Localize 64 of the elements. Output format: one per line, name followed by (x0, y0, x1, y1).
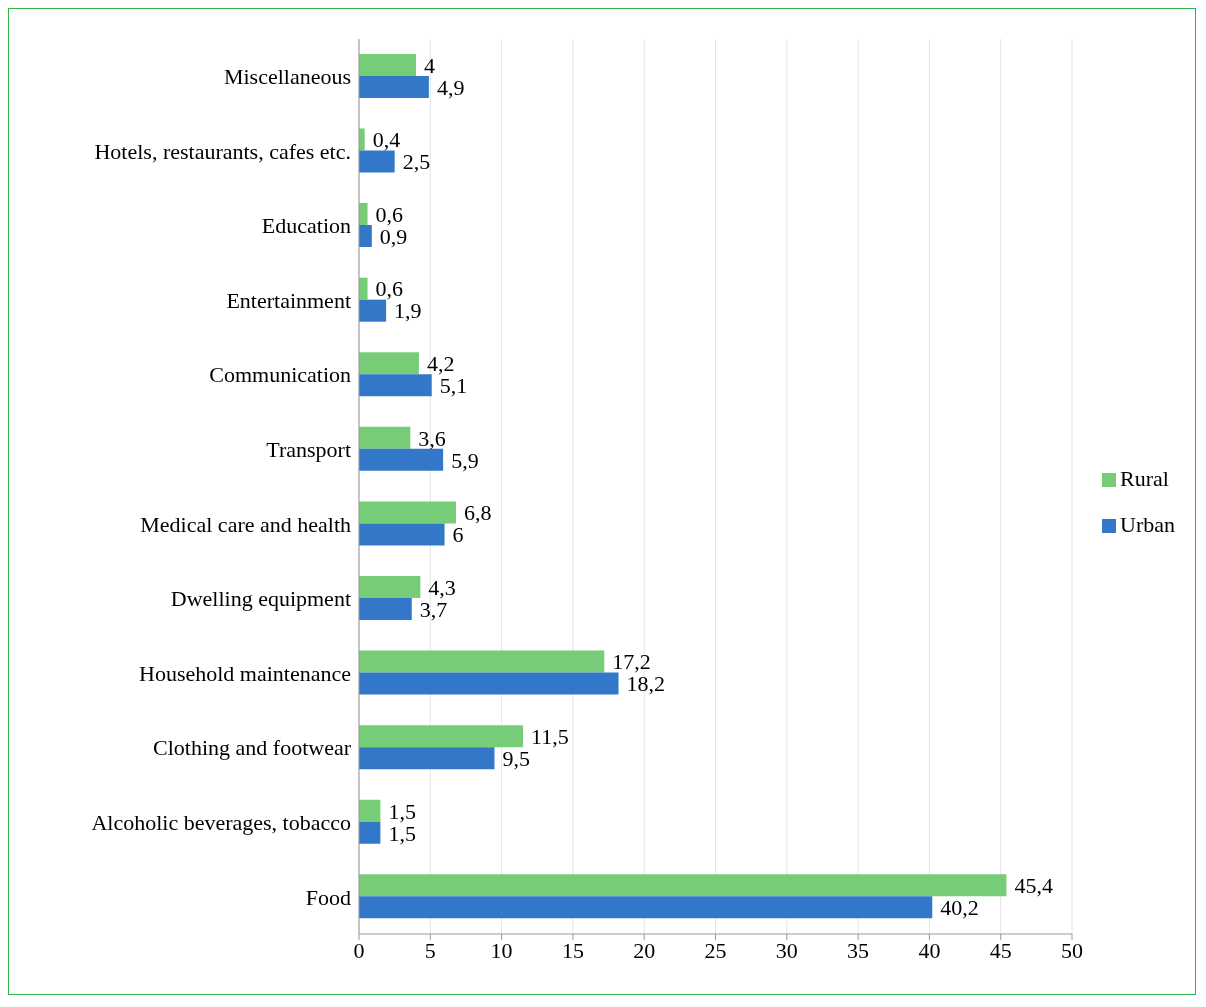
bar (359, 747, 495, 770)
bar (359, 277, 368, 300)
data-label: 2,5 (402, 149, 431, 175)
bar (359, 799, 381, 822)
legend-label: Rural (1120, 465, 1169, 491)
data-label: 3,6 (418, 425, 446, 451)
bar (359, 374, 432, 397)
y-tick-label: Medical care and health (140, 511, 351, 537)
x-tick-label: 15 (561, 937, 584, 963)
bar (359, 203, 368, 226)
legend-label: Urban (1120, 511, 1175, 537)
bar (359, 501, 456, 524)
data-label: 0,4 (372, 127, 401, 153)
bar (359, 672, 619, 695)
data-label: 1,5 (388, 798, 416, 824)
bar (359, 150, 395, 173)
y-tick-label: Transport (266, 437, 351, 463)
y-tick-label: Entertainment (226, 287, 351, 313)
data-label: 0,6 (375, 201, 404, 227)
y-tick-label: Miscellaneous (223, 64, 351, 90)
bar (359, 523, 445, 546)
bar (359, 821, 381, 844)
x-tick-label: 35 (847, 937, 870, 963)
data-label: 40,2 (940, 895, 979, 921)
y-tick-label: Household maintenance (139, 660, 351, 686)
bar (359, 650, 605, 673)
x-tick-label: 0 (353, 937, 365, 963)
y-tick-label: Food (305, 884, 351, 910)
y-tick-label: Alcoholic beverages, tobacco (91, 809, 351, 835)
data-label: 5,9 (451, 447, 479, 473)
bar (359, 448, 444, 471)
bar (359, 576, 421, 598)
bar (359, 598, 412, 620)
data-label: 4,3 (428, 574, 456, 600)
y-tick-label: Dwelling equipment (170, 586, 351, 612)
bar (359, 874, 1007, 897)
bar (359, 352, 419, 375)
x-tick-label: 45 (989, 937, 1012, 963)
x-tick-label: 10 (490, 937, 513, 963)
data-label: 4 (424, 52, 436, 78)
bar (359, 75, 429, 98)
x-tick-label: 30 (775, 937, 798, 963)
bar (359, 299, 387, 322)
x-tick-label: 40 (918, 937, 941, 963)
x-tick-label: 20 (633, 937, 656, 963)
y-tick-label: Hotels, restaurants, cafes etc. (94, 138, 351, 164)
x-tick-label: 50 (1061, 937, 1084, 963)
data-label: 6 (452, 522, 464, 548)
bar (359, 426, 411, 449)
data-label: 9,5 (502, 745, 530, 771)
bar (359, 53, 417, 76)
x-tick-label: 25 (704, 937, 727, 963)
y-tick-label: Communication (209, 362, 351, 388)
y-tick-label: Clothing and footwear (153, 735, 352, 761)
data-label: 45,4 (1014, 873, 1053, 899)
data-label: 11,5 (530, 723, 569, 749)
data-label: 17,2 (612, 649, 651, 675)
data-label: 4,9 (436, 74, 465, 100)
bar (359, 725, 523, 748)
data-label: 6,8 (463, 500, 492, 526)
bar (359, 896, 933, 919)
x-tick-label: 5 (424, 937, 436, 963)
bar (359, 225, 372, 248)
y-tick-label: Education (261, 213, 351, 239)
